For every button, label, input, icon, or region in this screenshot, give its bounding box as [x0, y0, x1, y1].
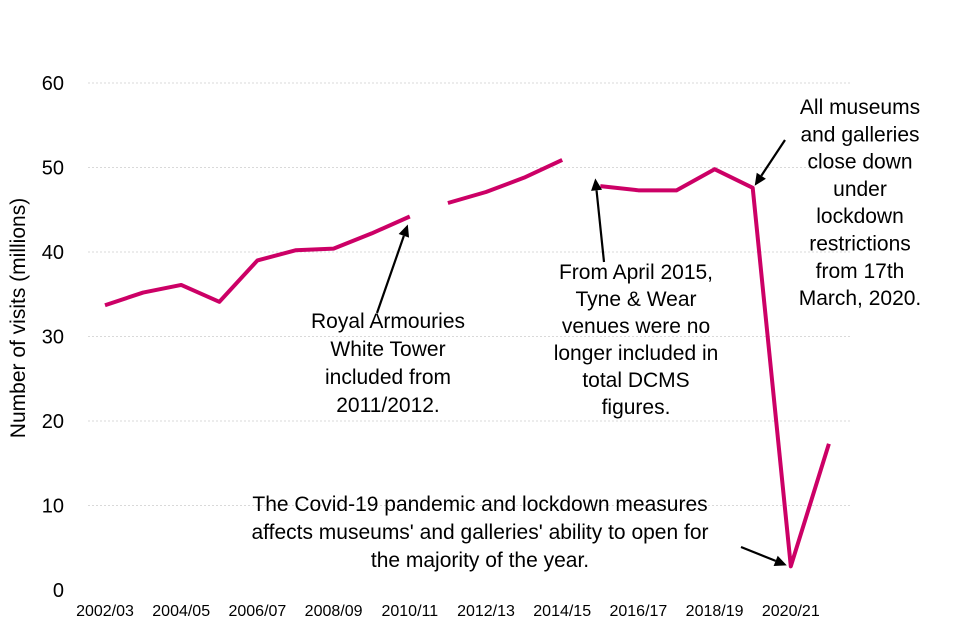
x-tick-label: 2018/19: [686, 603, 744, 620]
x-tick-label: 2016/17: [609, 603, 667, 620]
annotation-line: The Covid-19 pandemic and lockdown measu…: [252, 493, 707, 516]
y-tick-label: 0: [53, 580, 64, 602]
annotation-arrow: [760, 139, 786, 177]
annotation-tyne-wear: From April 2015, Tyne & Wear venues were n…: [554, 261, 719, 419]
annotation-line: from 17th: [816, 260, 905, 283]
annotation-line: All museums: [800, 96, 920, 119]
annotation-line: Royal Armouries: [311, 310, 465, 333]
annotation-line: close down: [807, 151, 912, 174]
annotation-arrow: [740, 545, 777, 562]
annotation-line: From April 2015,: [559, 261, 713, 284]
annotation-arrows: [375, 139, 787, 566]
y-tick-label: 10: [42, 496, 64, 518]
annotation-line: included from: [325, 366, 451, 389]
annotation-covid: The Covid-19 pandemic and lockdown measu…: [251, 493, 708, 572]
x-tick-label: 2010/11: [381, 603, 438, 620]
arrow-head: [398, 224, 410, 238]
series-line-segment-2: [447, 158, 564, 205]
annotation-line: March, 2020.: [799, 287, 922, 310]
x-tick-label: 2006/07: [228, 603, 286, 620]
annotation-line: affects museums' and galleries' ability …: [251, 521, 708, 544]
y-axis-label: Number of visits (millions): [7, 198, 30, 438]
annotation-line: White Tower: [330, 338, 445, 361]
series-line-segment-1: [104, 214, 411, 308]
x-tick-label: 2014/15: [533, 603, 591, 620]
visits-series: [104, 158, 831, 569]
x-tick-label: 2012/13: [457, 603, 515, 620]
annotation-line: under: [833, 178, 887, 201]
annotation-line: total DCMS: [582, 369, 689, 392]
annotation-arrow: [595, 190, 606, 263]
annotation-line: longer included in: [554, 342, 719, 365]
annotation-line: the majority of the year.: [371, 549, 589, 572]
annotation-arrow: [375, 235, 405, 314]
x-tick-label: 2004/05: [152, 603, 210, 620]
x-tick-label: 2002/03: [76, 603, 134, 620]
annotation-line: 2011/2012.: [336, 394, 440, 417]
annotation-line: lockdown: [816, 205, 904, 228]
y-tick-label: 60: [42, 73, 64, 95]
annotation-line: and galleries: [800, 123, 919, 146]
annotation-lockdown: All museums and galleries close down under l…: [799, 96, 922, 310]
x-axis-ticks: 2002/03 2004/05 2006/07 2008/09 2010/11 2012/…: [76, 603, 820, 620]
y-tick-label: 30: [42, 327, 64, 349]
arrow-head: [591, 178, 603, 191]
y-tick-label: 40: [42, 242, 64, 264]
annotation-royal-armouries: Royal Armouries White Tower included from 2…: [311, 310, 465, 417]
arrow-head: [754, 172, 766, 186]
y-tick-label: 50: [42, 158, 64, 180]
x-tick-label: 2020/21: [762, 603, 820, 620]
annotations: Royal Armouries White Tower included from 2…: [251, 96, 921, 572]
annotation-line: Tyne & Wear: [576, 288, 697, 311]
annotation-line: venues were no: [562, 315, 710, 338]
gridlines: [88, 82, 850, 506]
y-tick-label: 20: [42, 411, 64, 433]
annotation-line: restrictions: [809, 233, 911, 256]
x-tick-label: 2008/09: [305, 603, 363, 620]
arrow-head: [773, 555, 787, 566]
y-axis-ticks: 0 10 20 30 40 50 60: [42, 73, 64, 602]
annotation-line: figures.: [602, 396, 671, 419]
